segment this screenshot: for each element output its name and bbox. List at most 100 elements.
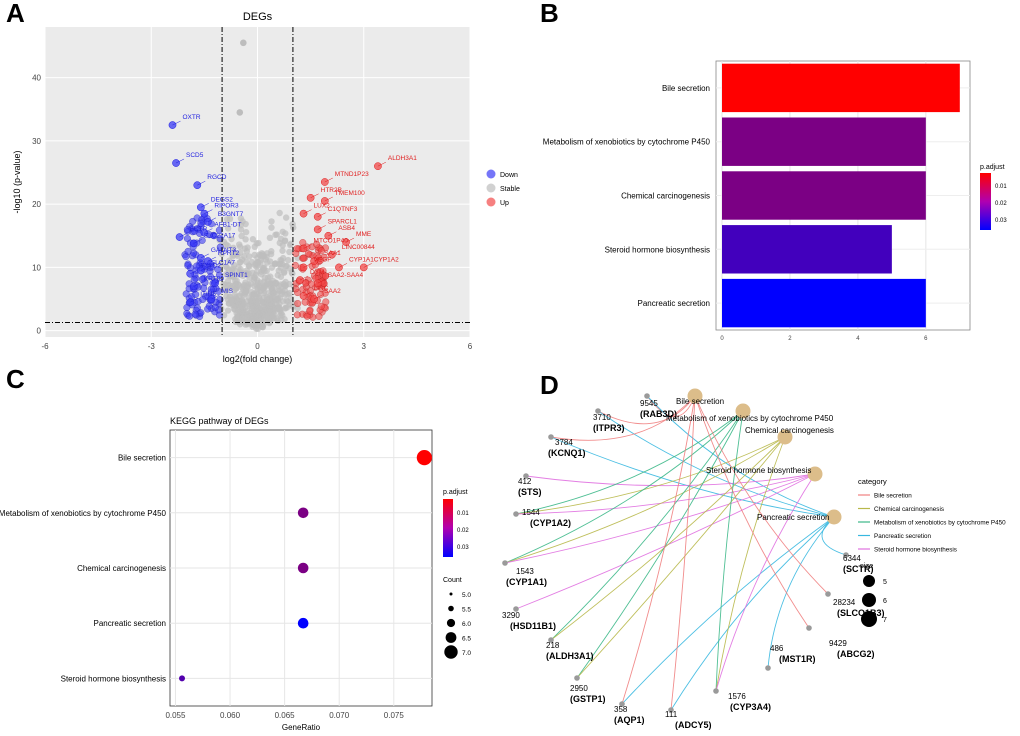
count-legend-key bbox=[449, 592, 453, 596]
gene-node-name: (HSD11B1) bbox=[510, 621, 556, 631]
volcano-plot: DEGs -6 -3 0 3 6 0 10 20 30 40 log2(fold change) -lo… bbox=[12, 11, 520, 364]
volcano-x-tick: 0 bbox=[255, 342, 260, 351]
size-legend-label: 6 bbox=[883, 598, 887, 605]
network-edge bbox=[621, 516, 835, 705]
up-point bbox=[292, 285, 300, 293]
gene-node-name: (CYP3A4) bbox=[730, 702, 771, 712]
stable-point bbox=[224, 296, 232, 303]
label-leader bbox=[310, 193, 319, 199]
bar-category-label: Pancreatic secretion bbox=[638, 299, 710, 308]
network-edge bbox=[504, 436, 786, 564]
gene-label: SPARCL1 bbox=[328, 218, 358, 225]
network-edge bbox=[550, 395, 696, 441]
stable-point bbox=[245, 320, 252, 327]
stable-point bbox=[286, 280, 293, 288]
stable-point bbox=[224, 307, 232, 314]
label-leader bbox=[303, 291, 312, 297]
stable-point bbox=[283, 262, 290, 270]
gene-label: TMEM100 bbox=[335, 190, 365, 197]
gene-node bbox=[523, 473, 529, 479]
panel-label-c: C bbox=[6, 364, 25, 394]
gene-node bbox=[843, 552, 849, 558]
gene-label: CYP1A2 bbox=[374, 256, 399, 263]
stable-point bbox=[226, 257, 233, 264]
gene-label: FXYD2 bbox=[200, 263, 221, 270]
pathway-node bbox=[687, 388, 703, 404]
gene-node bbox=[806, 625, 812, 631]
stable-point bbox=[237, 249, 244, 256]
label-leader bbox=[204, 209, 213, 214]
gene-node bbox=[502, 560, 508, 566]
gene-node bbox=[713, 688, 719, 694]
gene-node bbox=[765, 665, 771, 671]
stable-point bbox=[241, 253, 248, 260]
gene-label: VEGF bbox=[314, 256, 332, 263]
label-leader bbox=[172, 120, 181, 126]
dot-x-tick: 0.065 bbox=[275, 711, 296, 720]
label-leader bbox=[197, 180, 206, 186]
labeled-point bbox=[207, 295, 216, 303]
stable-point bbox=[245, 262, 253, 269]
gene-label: GALNT3 bbox=[211, 247, 237, 254]
network-edges bbox=[504, 395, 847, 711]
volcano-legend-key bbox=[486, 169, 496, 179]
gene-label: MTND1P23 bbox=[335, 171, 369, 178]
labeled-point bbox=[172, 159, 180, 167]
category-legend-label: Metabolism of xenobiotics by cytochrome … bbox=[874, 520, 1006, 527]
gene-node-id: 3784 bbox=[555, 438, 573, 447]
gene-node-id: 2950 bbox=[570, 684, 588, 693]
stable-point bbox=[266, 303, 273, 310]
bar-legend-tick: 0.02 bbox=[995, 201, 1007, 207]
gene-node bbox=[668, 707, 674, 713]
gene-node-name: (STS) bbox=[518, 487, 542, 497]
stable-point bbox=[244, 283, 251, 290]
stable-point bbox=[236, 301, 244, 308]
stable-point bbox=[242, 228, 250, 236]
volcano-legend: Down Stable Up bbox=[486, 169, 520, 207]
stable-point bbox=[249, 236, 257, 243]
gene-label: SLC22A17 bbox=[204, 232, 236, 239]
stable-point bbox=[235, 281, 243, 289]
bar-category-label: Bile secretion bbox=[662, 84, 710, 93]
label-leader bbox=[200, 266, 209, 271]
labeled-point bbox=[204, 218, 212, 226]
gene-node-name: (ADCY5) bbox=[675, 720, 712, 730]
dot-legend-colorbar bbox=[443, 499, 453, 557]
dot-padj-legend: p.adjust 0.01 0.02 0.03 bbox=[443, 489, 469, 557]
volcano-x-tick: 6 bbox=[468, 342, 473, 351]
network-edge bbox=[525, 473, 816, 487]
dot-x-tick: 0.070 bbox=[329, 711, 350, 720]
gene-label: SCD5 bbox=[186, 152, 204, 159]
gene-label: SLC1A7 bbox=[211, 260, 236, 267]
stable-point bbox=[218, 250, 225, 258]
network-edge bbox=[504, 473, 816, 564]
stable-point bbox=[275, 282, 283, 290]
network-edge bbox=[621, 395, 696, 705]
count-legend-label: 6.5 bbox=[462, 636, 471, 643]
bar-legend-title: p.adjust bbox=[980, 164, 1005, 171]
count-legend-label: 5.0 bbox=[462, 592, 471, 599]
label-leader bbox=[207, 256, 217, 262]
stable-point bbox=[255, 239, 262, 247]
up-point bbox=[293, 311, 301, 319]
down-point bbox=[215, 226, 223, 234]
gene-node bbox=[825, 591, 831, 597]
volcano-y-tick: 0 bbox=[37, 327, 42, 336]
volcano-y-label: -log10 (p-value) bbox=[12, 150, 22, 213]
stable-point bbox=[267, 250, 275, 258]
gene-label: DYM bbox=[310, 269, 324, 276]
size-legend-key bbox=[862, 593, 876, 607]
network-edge bbox=[515, 473, 816, 610]
dot-category-label: Bile secretion bbox=[118, 454, 166, 463]
gene-label: CYP1A1 bbox=[349, 256, 374, 263]
volcano-x-label: log2(fold change) bbox=[223, 354, 293, 364]
down-point bbox=[191, 310, 199, 318]
stable-point bbox=[279, 247, 286, 254]
network-edge bbox=[715, 436, 786, 692]
network-edge bbox=[694, 395, 810, 629]
stable-point bbox=[289, 303, 297, 310]
stable-point bbox=[261, 267, 268, 275]
up-point bbox=[317, 302, 325, 310]
label-leader bbox=[193, 239, 202, 244]
